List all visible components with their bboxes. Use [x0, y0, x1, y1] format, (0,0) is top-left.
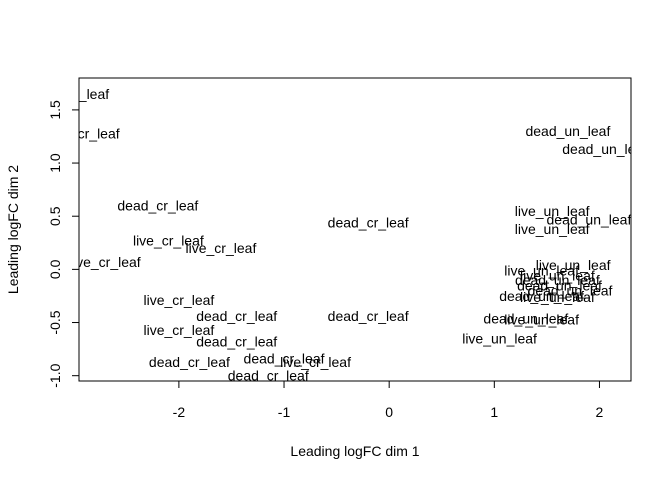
y-axis: -1.0 -0.5 0.0 0.5 1.0 1.5: [47, 100, 80, 388]
point-label: dead_un_leaf: [517, 277, 602, 293]
y-tick-label: 1.5: [47, 100, 63, 120]
point-label: dead_cr_leaf: [196, 334, 277, 350]
point-label: dead_cr_leaf: [328, 308, 409, 324]
point-label: live_cr_leaf: [143, 292, 214, 308]
y-tick-label: 1.0: [47, 153, 63, 173]
point-label: live_cr_leaf: [70, 254, 141, 270]
y-tick-label: -0.5: [47, 310, 63, 334]
point-label: live_cr_leaf: [143, 322, 214, 338]
point-labels: live_cr_leaflive_cr_leafdead_cr_leaflive…: [38, 86, 647, 384]
x-axis-title: Leading logFC dim 1: [290, 443, 419, 459]
point-label: live_un_leaf: [504, 262, 579, 278]
point-label: live_cr_leaf: [49, 125, 120, 141]
point-label: dead_un_leaf: [528, 283, 613, 299]
y-tick-label: 0.0: [47, 259, 63, 279]
point-label: dead_un_leaf: [499, 288, 584, 304]
point-label: dead_cr_leaf: [244, 351, 325, 367]
point-label: dead_un_leaf: [525, 123, 610, 139]
point-label: live_un_leaf: [536, 257, 611, 273]
point-label: live_un_leaf: [504, 311, 579, 327]
point-label: live_cr_leaf: [186, 240, 257, 256]
point-label: live_cr_leaf: [133, 233, 204, 249]
point-label: dead_un_leaf: [562, 141, 647, 157]
point-label: dead_cr_leaf: [196, 308, 277, 324]
point-label: dead_cr_leaf: [228, 368, 309, 384]
point-label: dead_cr_leaf: [117, 198, 198, 214]
point-label: dead_un_leaf: [515, 272, 600, 288]
x-tick-label: -1: [278, 404, 291, 420]
point-label: live_un_leaf: [515, 203, 590, 219]
point-label: dead_cr_leaf: [149, 354, 230, 370]
point-label: live_un_leaf: [462, 330, 537, 346]
x-tick-label: 2: [596, 404, 604, 420]
point-label: live_un_leaf: [515, 221, 590, 237]
y-tick-label: -1.0: [47, 363, 63, 387]
x-tick-label: 1: [490, 404, 498, 420]
point-label: live_cr_leaf: [280, 354, 351, 370]
x-tick-label: -2: [173, 404, 186, 420]
point-label: live_cr_leaf: [38, 86, 109, 102]
y-tick-label: 0.5: [47, 206, 63, 226]
point-label: dead_un_leaf: [547, 211, 632, 227]
x-tick-label: 0: [385, 404, 393, 420]
point-label: live_un_leaf: [520, 268, 595, 284]
point-label: dead_cr_leaf: [328, 215, 409, 231]
x-axis: -2 -1 0 1 2: [173, 380, 604, 420]
y-axis-title: Leading logFC dim 2: [5, 165, 21, 294]
point-label: dead_un_leaf: [483, 310, 568, 326]
point-label: live_un_leaf: [520, 289, 595, 305]
